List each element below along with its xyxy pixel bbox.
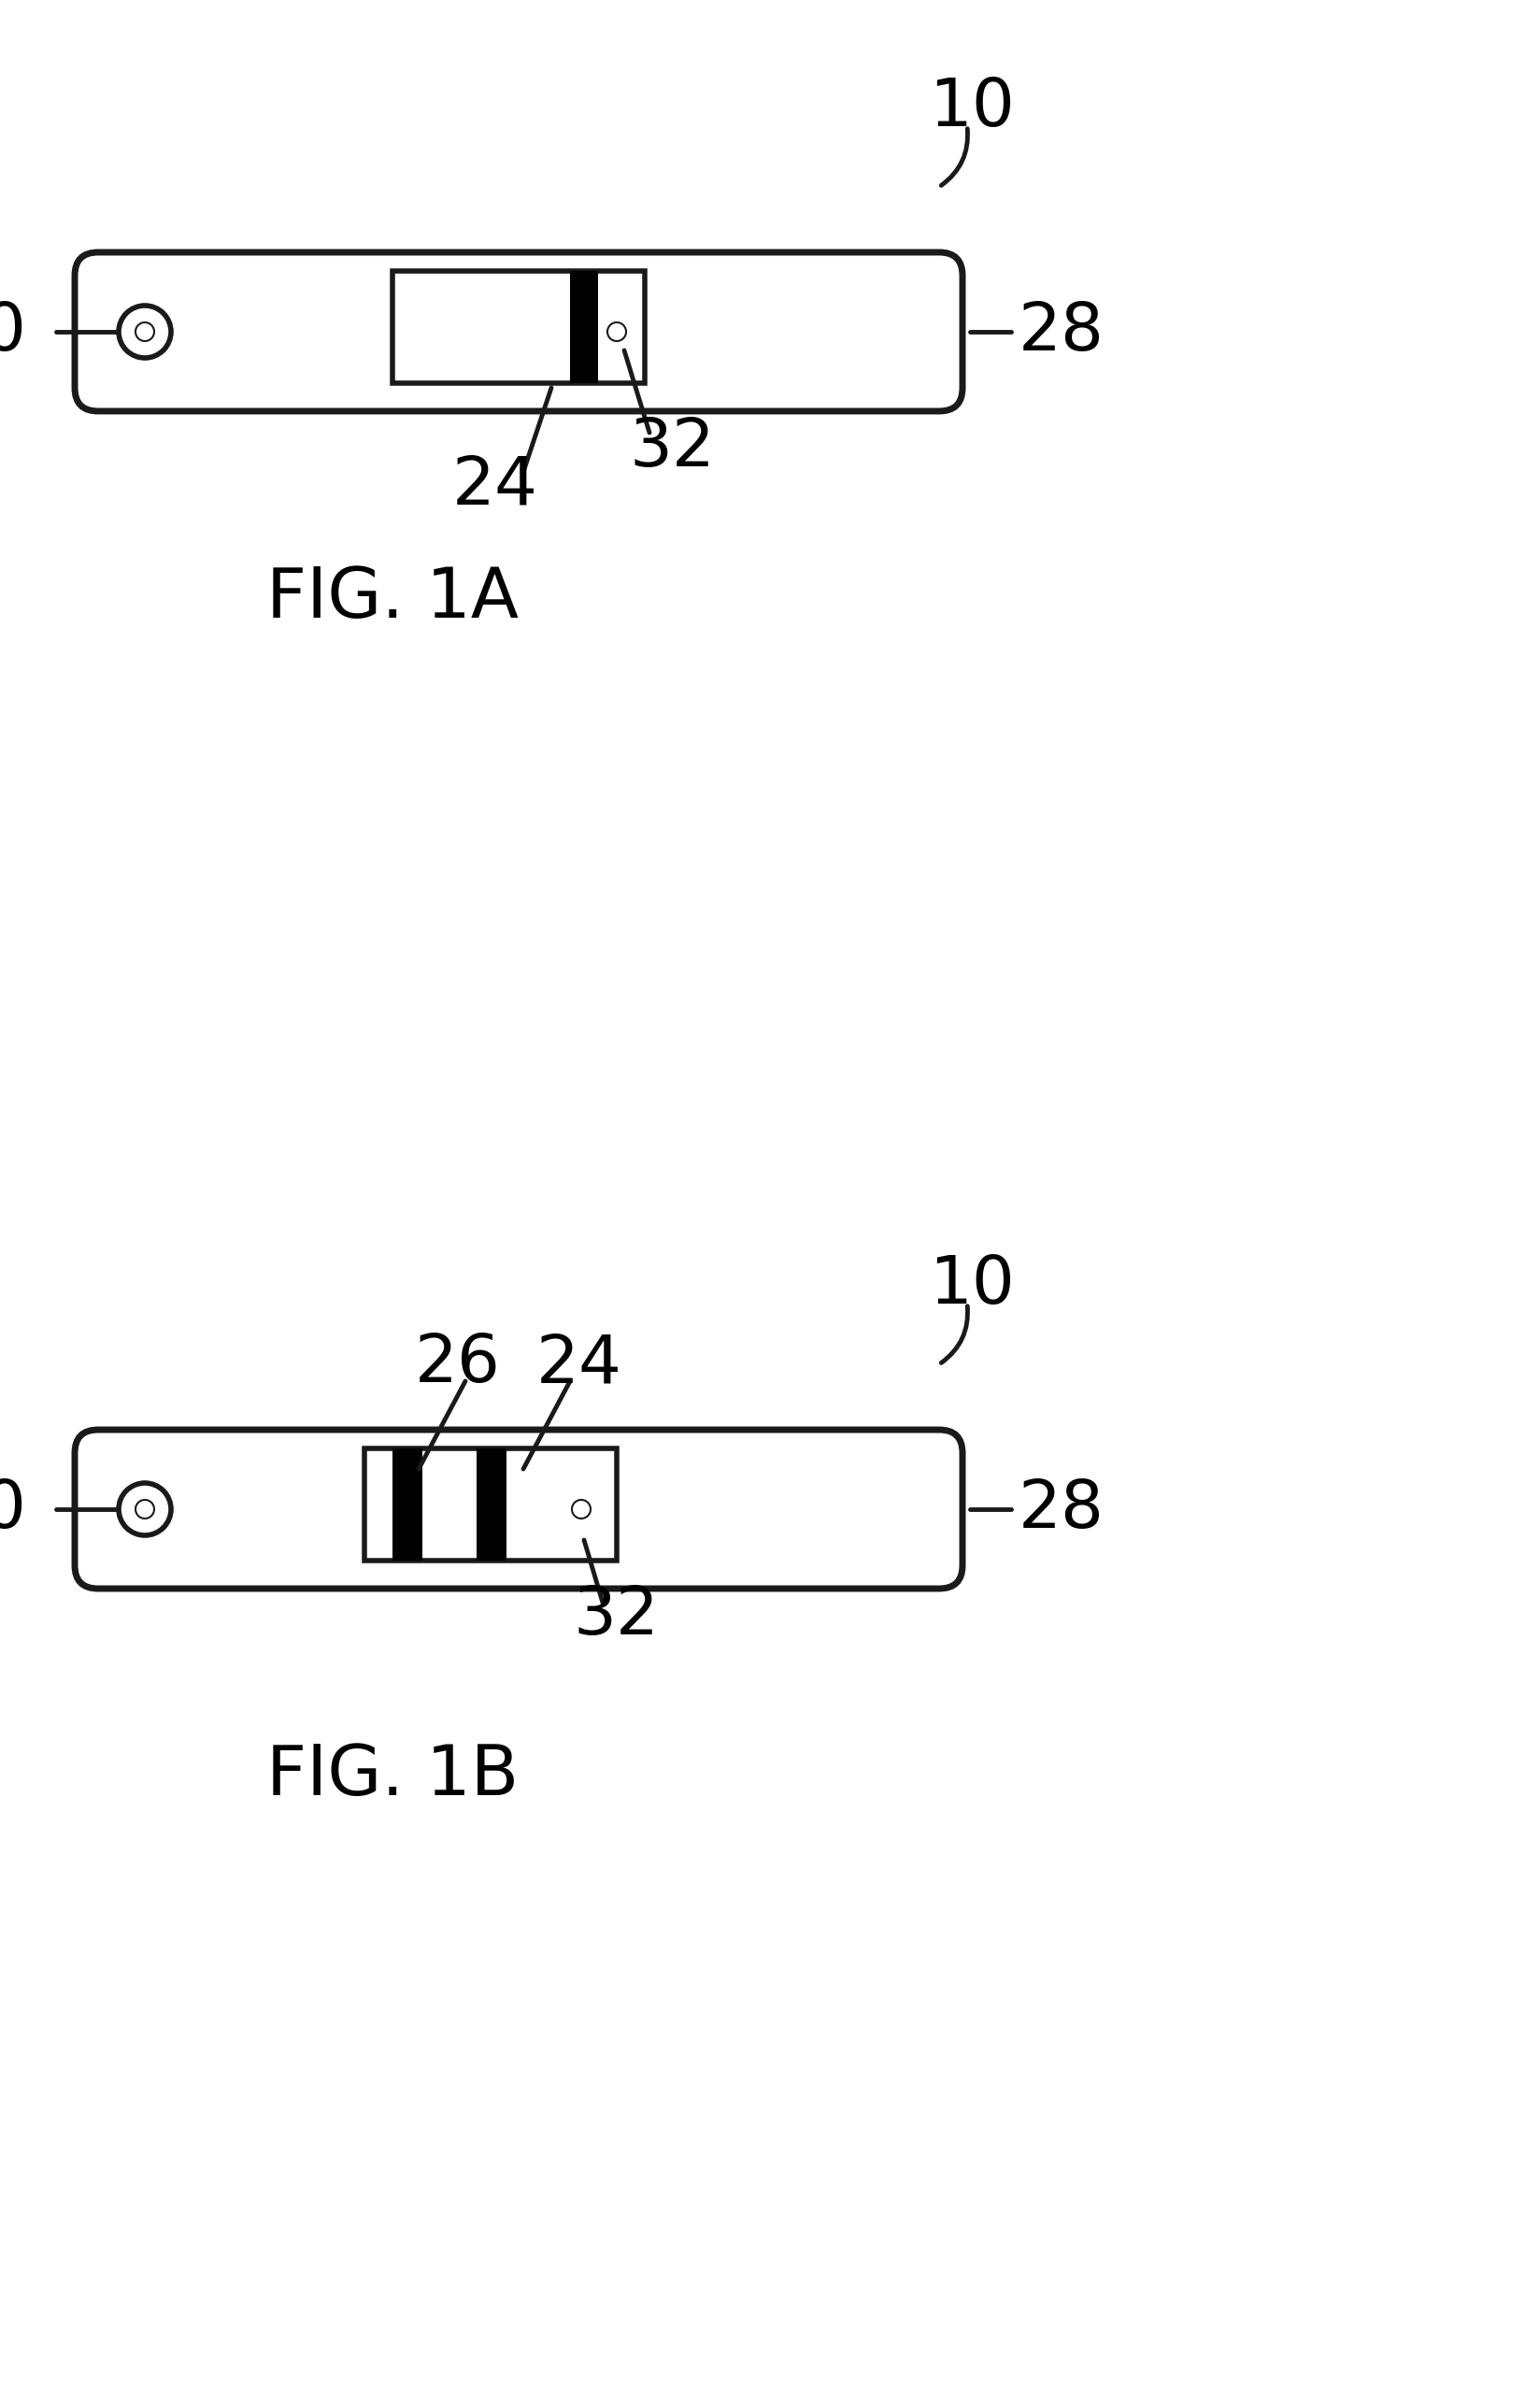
Text: FIG. 1A: FIG. 1A (266, 563, 519, 633)
FancyBboxPatch shape (75, 252, 962, 412)
Text: 28: 28 (1018, 300, 1104, 364)
Circle shape (571, 1500, 590, 1519)
Text: 10: 10 (929, 74, 1015, 139)
Bar (365, 1450, 616, 1560)
Text: 28: 28 (1018, 1476, 1104, 1541)
Text: 24: 24 (453, 453, 537, 518)
Text: 10: 10 (929, 1253, 1015, 1318)
Circle shape (119, 307, 171, 357)
Circle shape (607, 323, 627, 340)
Text: 26: 26 (414, 1332, 501, 1397)
Circle shape (119, 1483, 171, 1536)
Bar (393, 271, 645, 383)
Text: 32: 32 (574, 1584, 659, 1648)
Text: 24: 24 (536, 1332, 622, 1397)
Text: 30: 30 (0, 300, 26, 364)
Text: 30: 30 (0, 1476, 26, 1541)
Bar (570, 271, 598, 383)
Text: FIG. 1B: FIG. 1B (266, 1742, 519, 1809)
Bar (393, 1450, 422, 1560)
Circle shape (136, 1500, 154, 1519)
Text: 32: 32 (630, 417, 716, 482)
FancyBboxPatch shape (75, 1430, 962, 1589)
Bar (476, 1450, 507, 1560)
Circle shape (136, 323, 154, 340)
